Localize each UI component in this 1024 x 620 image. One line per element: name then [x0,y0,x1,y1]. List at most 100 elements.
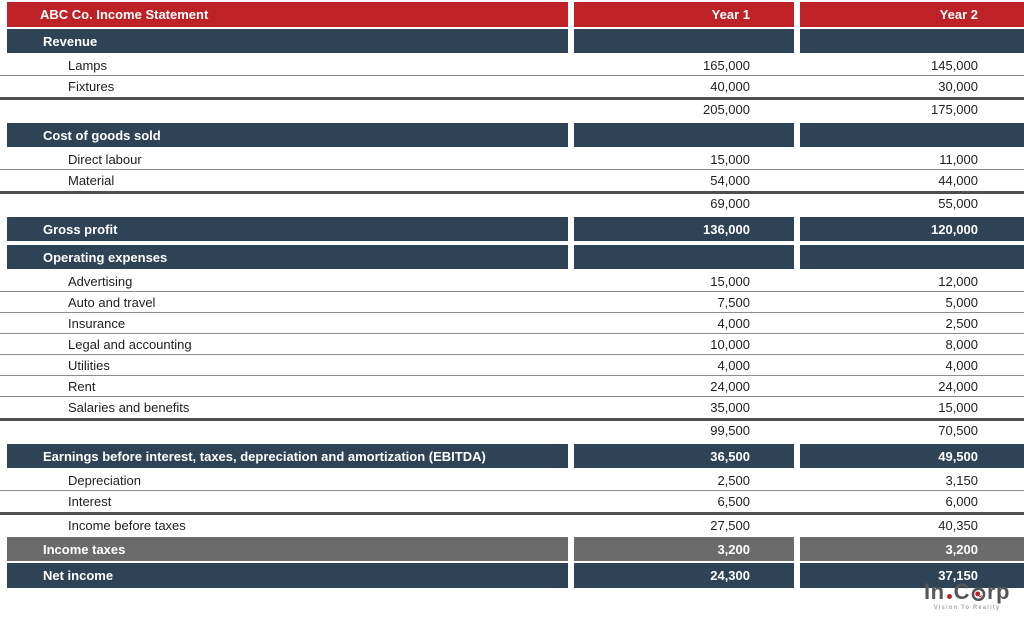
incorp-logo: In C rp Vision To Reality [924,581,1010,612]
row-operating-expenses: Operating expenses [0,245,1024,269]
row-income-taxes: Income taxes 3,200 3,200 [0,537,1024,561]
row-subtotal-4: 205,000 175,000 [0,97,1024,119]
year2-value: Year 2 [800,2,1024,27]
year2-value: 3,200 [800,537,1024,561]
row-label: Salaries and benefits [68,400,190,415]
year2-value: 15,000 [938,400,978,415]
row-label: Gross profit [7,217,568,241]
row-legal-and-accounting: Legal and accounting 10,000 8,000 [0,334,1024,355]
year1-value: 2,500 [717,472,750,488]
row-label: Revenue [7,29,568,53]
year1-value [574,123,794,147]
row-gross-profit: Gross profit 136,000 120,000 [0,217,1024,241]
logo-text-rp: rp [987,579,1010,604]
row-revenue: Revenue [0,29,1024,53]
row-label [0,194,568,213]
row-label [0,421,568,440]
year2-value: 11,000 [939,151,978,167]
row-material: Material 54,000 44,000 [0,170,1024,191]
row-depreciation: Depreciation 2,500 3,150 [0,470,1024,491]
year1-value: 99,500 [710,423,750,438]
year2-value: 49,500 [800,444,1024,468]
row-label: Depreciation [68,472,141,488]
year2-value: 30,000 [938,79,978,94]
year2-value: 3,150 [945,472,978,488]
year2-value [800,245,1024,269]
year2-value: 120,000 [800,217,1024,241]
row-label: Earnings before interest, taxes, depreci… [7,444,568,468]
year1-value: 10,000 [710,336,750,352]
year1-value: 7,500 [717,294,750,310]
year2-value: 55,000 [938,196,978,211]
row-label: Interest [68,494,112,509]
year1-value: 4,000 [717,357,750,373]
year2-value: 4,000 [945,357,978,373]
row-label: Cost of goods sold [7,123,568,147]
row-utilities: Utilities 4,000 4,000 [0,355,1024,376]
year2-value: 40,350 [938,517,978,533]
year2-value: 37,150 [800,563,1024,588]
row-label: Direct labour [68,151,142,167]
year1-value: 35,000 [710,400,750,415]
row-label: Rent [68,378,96,394]
row-abc-co-income-statement: ABC Co. Income Statement Year 1 Year 2 [0,2,1024,27]
row-insurance: Insurance 4,000 2,500 [0,313,1024,334]
year1-value: 15,000 [710,273,750,289]
year2-value: 6,000 [945,494,978,509]
logo-tagline: Vision To Reality [933,605,1001,611]
year2-value: 12,000 [938,273,978,289]
year2-value [800,29,1024,53]
year1-value: 24,300 [574,563,794,588]
logo-dot-icon [946,593,952,599]
year2-value [800,123,1024,147]
row-label: Income taxes [7,537,568,561]
row-subtotal-18: 99,500 70,500 [0,418,1024,440]
year2-value: 44,000 [938,173,978,188]
row-label: Auto and travel [68,294,156,310]
row-subtotal-8: 69,000 55,000 [0,191,1024,213]
row-label: Operating expenses [7,245,568,269]
statement-table: ABC Co. Income Statement Year 1 Year 2 Reve… [0,2,1024,588]
year2-value: 145,000 [931,57,978,73]
year1-value: 4,000 [717,315,750,331]
globe-icon [971,586,986,601]
year2-value: 8,000 [945,336,978,352]
row-net-income: Net income 24,300 37,150 [0,563,1024,588]
year2-value: 5,000 [945,294,978,310]
row-label: Legal and accounting [68,336,192,352]
year1-value [574,29,794,53]
row-label [0,100,568,119]
year1-value: 27,500 [710,517,750,533]
year1-value [574,245,794,269]
year1-value: 3,200 [574,537,794,561]
row-cost-of-goods-sold: Cost of goods sold [0,123,1024,147]
year1-value: Year 1 [574,2,794,27]
year1-value: 54,000 [710,173,750,188]
row-fixtures: Fixtures 40,000 30,000 [0,76,1024,97]
year1-value: 69,000 [710,196,750,211]
row-label: Advertising [68,273,133,289]
row-rent: Rent 24,000 24,000 [0,376,1024,397]
incorp-logo-wordmark: In C rp [924,581,1010,603]
row-earnings-before-interest-taxes-depreciatio: Earnings before interest, taxes, depreci… [0,444,1024,468]
year1-value: 40,000 [710,79,750,94]
year2-value: 2,500 [945,315,978,331]
year1-value: 15,000 [710,151,750,167]
row-label: Lamps [68,57,108,73]
year1-value: 6,500 [717,494,750,509]
row-label: Utilities [68,357,110,373]
row-income-before-taxes: Income before taxes 27,500 40,350 [0,512,1024,535]
row-lamps: Lamps 165,000 145,000 [0,55,1024,76]
year1-value: 24,000 [710,378,750,394]
row-auto-and-travel: Auto and travel 7,500 5,000 [0,292,1024,313]
row-label: Material [68,173,115,188]
logo-text-in: In [924,579,945,604]
year1-value: 205,000 [703,102,750,117]
row-label: Insurance [68,315,126,331]
year2-value: 175,000 [931,102,978,117]
row-label: Net income [7,563,568,588]
row-advertising: Advertising 15,000 12,000 [0,271,1024,292]
year1-value: 136,000 [574,217,794,241]
row-interest: Interest 6,500 6,000 [0,491,1024,512]
